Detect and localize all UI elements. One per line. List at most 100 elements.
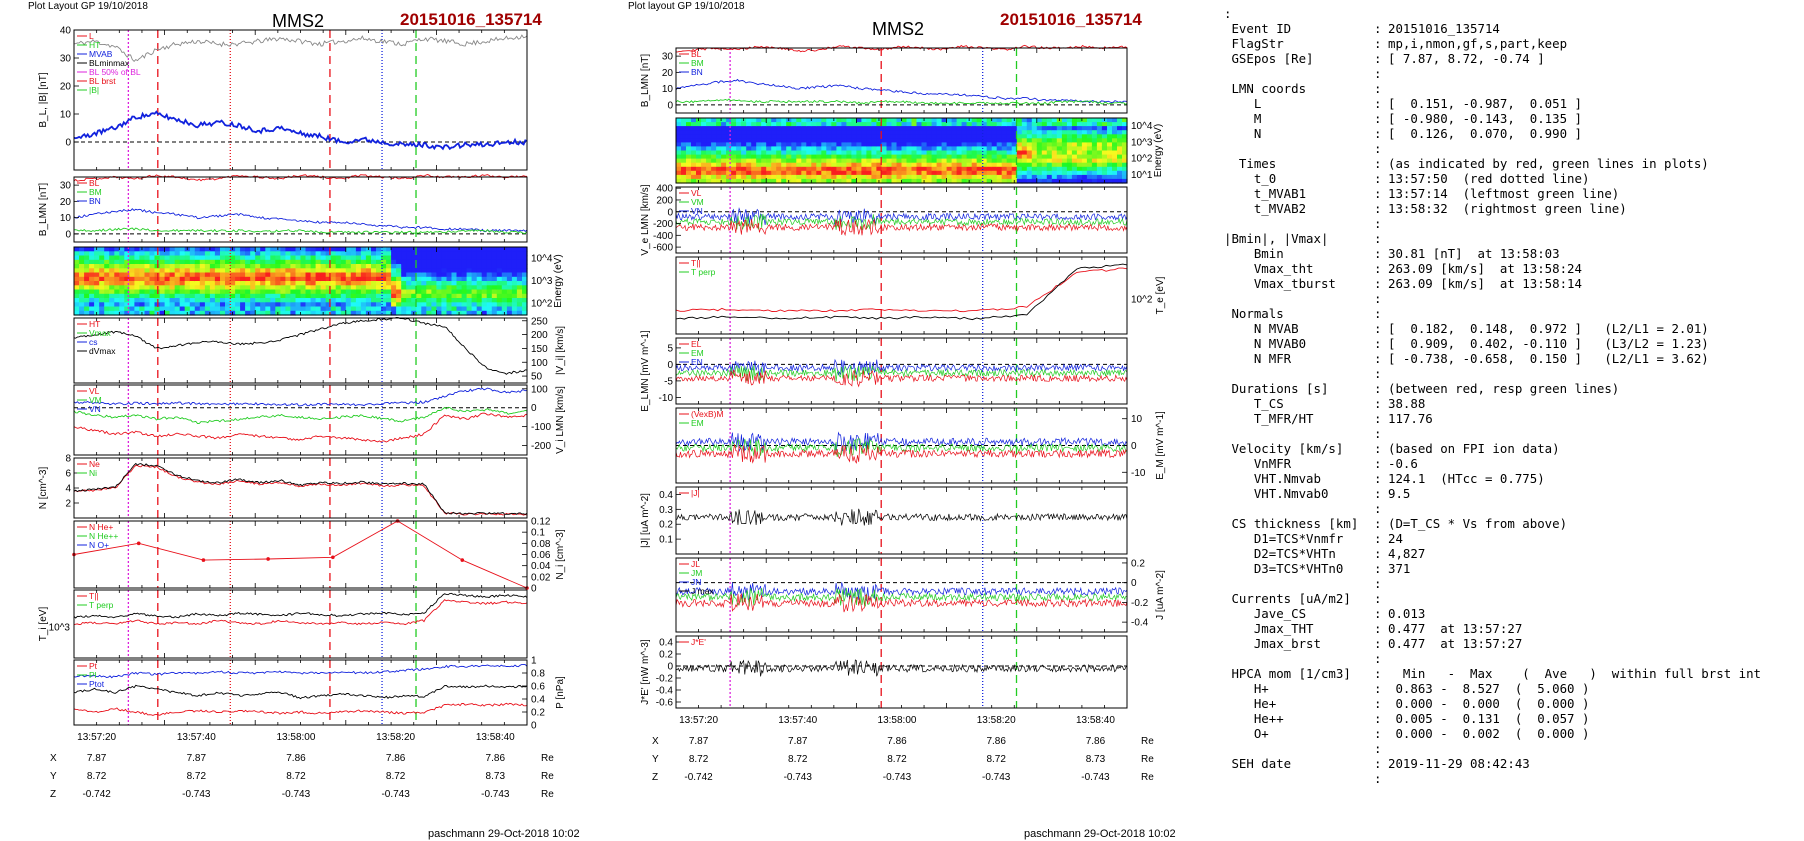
spectrogram-cell [240, 293, 246, 299]
spectrogram-cell [315, 285, 322, 291]
spectrogram-cell [851, 130, 857, 135]
spectrogram-cell [951, 122, 958, 127]
spectrogram-cell [901, 142, 908, 148]
spectrogram-cell [109, 310, 115, 316]
info-separator: : [1374, 486, 1382, 501]
spectrogram-cell [931, 142, 938, 148]
spectrogram-cell [1006, 170, 1013, 176]
spectrogram-cell [831, 158, 837, 164]
spectrogram-cell [280, 247, 286, 252]
info-separator: : [1374, 426, 1382, 441]
spectrogram-cell [295, 272, 302, 278]
spectrogram-cell [1091, 142, 1098, 148]
left-footer: paschmann 29-Oct-2018 10:02 [428, 828, 580, 840]
spectrogram-cell [701, 138, 707, 143]
spectrogram-cell [476, 268, 483, 274]
spectrogram-cell [771, 166, 777, 172]
legend-entry: JN [691, 577, 701, 587]
y-tick-label: -600 [653, 243, 673, 254]
spectrogram-cell [436, 276, 442, 282]
spectrogram-cell [826, 126, 832, 131]
spectrogram-cell [104, 247, 110, 252]
spectrogram-cell [491, 293, 498, 299]
spectrogram-cell [1101, 154, 1108, 160]
spectrogram-cell [184, 264, 191, 269]
spectrogram-cell [756, 154, 762, 160]
spectrogram-cell [931, 122, 938, 127]
spectrogram-cell [811, 126, 817, 131]
info-line: N:[ 0.126, 0.070, 0.990 ] [1224, 126, 1802, 141]
spectrogram-cell [1046, 150, 1053, 156]
spectrogram-cell [235, 298, 241, 303]
spectrogram-cell [1091, 158, 1098, 164]
spectrogram-cell [149, 298, 156, 303]
spectrogram-cell [355, 302, 362, 308]
spectrogram-cell [821, 122, 827, 127]
spectrogram-cell [1021, 146, 1028, 152]
legend-entry: VN [89, 404, 101, 414]
spectrogram-cell [431, 259, 437, 265]
spectrogram-cell [981, 166, 988, 172]
spectrogram-cell [821, 130, 827, 135]
spectrogram-cell [516, 264, 523, 269]
spectrogram-cell [456, 298, 463, 303]
spectrogram-cell [781, 162, 787, 168]
spectrogram-cell [826, 150, 832, 156]
spectrogram-cell [706, 174, 712, 180]
spectrogram-cell [681, 174, 687, 180]
spectrogram-cell [491, 259, 498, 265]
spectrogram-cell [506, 293, 513, 299]
spectrogram-cell [881, 126, 888, 131]
spectrogram-cell [1091, 178, 1098, 184]
info-line: Durations [s]: (between red, resp green l… [1224, 381, 1802, 396]
spectrogram-cell [199, 247, 206, 252]
spectrogram-cell [426, 259, 432, 265]
spectrogram-cell [436, 306, 442, 312]
spectrogram-cell [99, 306, 105, 312]
spectrogram-cell [94, 302, 100, 308]
spectrogram-cell [726, 150, 732, 156]
spectrogram-cell [896, 138, 903, 143]
left-spacecraft-title: MMS2 [272, 11, 324, 31]
spectrogram-cell [250, 268, 256, 274]
spectrogram-cell [1041, 118, 1048, 123]
spectrogram-cell [856, 162, 862, 168]
spectrogram-cell [1041, 166, 1048, 172]
spectrogram-cell [911, 126, 918, 131]
spectrogram-cell [1061, 146, 1068, 152]
spectrogram-cell [781, 138, 787, 143]
spectrogram-cell [1011, 158, 1018, 164]
ephemeris-row-name: X [652, 736, 659, 747]
spectrogram-cell [1006, 126, 1013, 131]
spectrogram-cell [345, 298, 352, 303]
spectrogram-cell [1001, 138, 1008, 143]
spectrogram-cell [84, 293, 90, 299]
spectrogram-cell [956, 178, 963, 184]
spectrogram-cell [139, 276, 145, 282]
spectrogram-cell [966, 130, 973, 135]
spectrogram-cell [456, 302, 463, 308]
spectrogram-cell [184, 298, 191, 303]
spectrogram-cell [826, 118, 832, 123]
spectrogram-cell [746, 146, 752, 152]
spectrogram-cell [416, 298, 422, 303]
spectrogram-cell [1011, 126, 1018, 131]
spectrogram-cell [961, 126, 968, 131]
spectrogram-cell [891, 118, 898, 123]
spectrogram-cell [486, 255, 493, 261]
spectrogram-cell [381, 247, 387, 252]
spectrogram-cell [315, 310, 322, 316]
spectrogram-cell [706, 162, 712, 168]
spectrogram-cell [371, 268, 377, 274]
spectrogram-cell [421, 281, 427, 286]
spectrogram-cell [154, 255, 161, 261]
spectrogram-cell [109, 302, 115, 308]
spectrogram-cell [861, 154, 867, 160]
spectrogram-cell [209, 281, 216, 286]
spectrogram-cell [1071, 130, 1078, 135]
spectrogram-cell [1051, 142, 1058, 148]
spectrogram-cell [335, 276, 342, 282]
spectrogram-cell [781, 170, 787, 176]
spectrogram-cell [290, 251, 296, 257]
